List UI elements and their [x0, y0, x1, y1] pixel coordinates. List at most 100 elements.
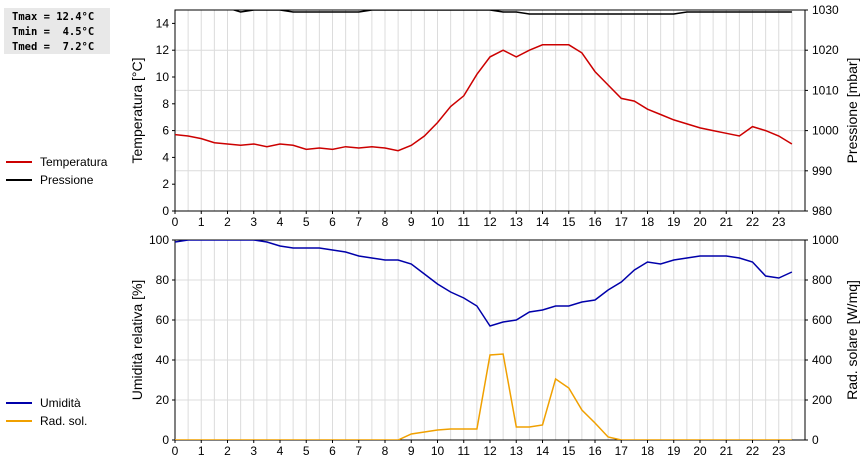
x-tick-label: 15 — [562, 215, 576, 229]
legend-label-umidita: Umidità — [40, 396, 81, 410]
x-tick-label: 5 — [303, 444, 310, 458]
y-tick-label-right: 1010 — [812, 83, 839, 97]
y-tick-label-right: 1020 — [812, 43, 839, 57]
legend-item-temperatura: Temperatura — [6, 153, 107, 171]
legend-swatch-pressione — [6, 179, 32, 181]
series-line-temperatura — [175, 44, 793, 152]
x-tick-label: 2 — [224, 215, 231, 229]
x-tick-label: 2 — [224, 444, 231, 458]
x-tick-label: 16 — [588, 215, 602, 229]
x-tick-label: 18 — [641, 444, 655, 458]
y-tick-label-left: 0 — [162, 204, 169, 218]
x-tick-label: 10 — [431, 215, 445, 229]
x-tick-label: 20 — [693, 215, 707, 229]
x-tick-label: 7 — [355, 215, 362, 229]
x-tick-label: 0 — [172, 215, 179, 229]
x-tick-label: 23 — [772, 444, 786, 458]
x-tick-label: 21 — [720, 444, 734, 458]
y-tick-label-left: 20 — [156, 393, 170, 407]
x-tick-label: 21 — [720, 215, 734, 229]
x-tick-label: 19 — [667, 444, 681, 458]
y-tick-label-left: 0 — [162, 433, 169, 447]
legend-item-umidita: Umidità — [6, 394, 87, 412]
x-tick-label: 9 — [408, 444, 415, 458]
legend-bottom: Umidità Rad. sol. — [6, 394, 87, 430]
x-tick-label: 5 — [303, 215, 310, 229]
x-tick-label: 22 — [746, 444, 760, 458]
y-tick-label-left: 40 — [156, 353, 170, 367]
x-tick-label: 13 — [510, 444, 524, 458]
stat-tmin: Tmin = 4.5°C — [12, 26, 95, 38]
x-tick-label: 22 — [746, 215, 760, 229]
x-tick-label: 12 — [483, 444, 497, 458]
x-tick-label: 4 — [277, 444, 284, 458]
y-tick-label-left: 100 — [149, 233, 169, 247]
x-tick-label: 20 — [693, 444, 707, 458]
y-axis-label-left: Temperatura [°C] — [129, 58, 145, 164]
y-tick-label-right: 980 — [812, 204, 832, 218]
x-tick-label: 14 — [536, 215, 550, 229]
x-tick-label: 1 — [198, 444, 205, 458]
y-tick-label-right: 990 — [812, 164, 832, 178]
x-tick-label: 1 — [198, 215, 205, 229]
y-tick-label-left: 6 — [162, 124, 169, 138]
legend-top: Temperatura Pressione — [6, 153, 107, 189]
x-tick-label: 3 — [250, 215, 257, 229]
legend-label-temperatura: Temperatura — [40, 155, 108, 169]
x-tick-label: 12 — [483, 215, 497, 229]
x-tick-label: 18 — [641, 215, 655, 229]
legend-label-pressione: Pressione — [40, 173, 94, 187]
x-tick-label: 8 — [382, 215, 389, 229]
x-tick-label: 11 — [458, 444, 471, 458]
y-tick-label-left: 60 — [156, 313, 170, 327]
x-tick-label: 23 — [772, 215, 786, 229]
series-line-umidit- — [175, 240, 793, 327]
legend-swatch-rad-sol — [6, 420, 32, 422]
y-tick-label-left: 80 — [156, 273, 170, 287]
x-tick-label: 4 — [277, 215, 284, 229]
y-tick-label-left: 2 — [162, 177, 169, 191]
series-line-pressione — [231, 10, 792, 15]
x-tick-label: 10 — [431, 444, 445, 458]
x-tick-label: 13 — [510, 215, 524, 229]
y-axis-label-left: Umidità relativa [%] — [129, 280, 145, 401]
x-tick-label: 17 — [615, 215, 629, 229]
x-tick-label: 14 — [536, 444, 550, 458]
stat-tmed: Tmed = 7.2°C — [12, 41, 95, 53]
x-tick-label: 11 — [458, 215, 471, 229]
y-tick-label-left: 4 — [162, 150, 169, 164]
y-tick-label-right: 400 — [812, 353, 832, 367]
y-tick-label-right: 1000 — [812, 124, 839, 138]
x-tick-label: 17 — [615, 444, 629, 458]
x-tick-label: 7 — [355, 444, 362, 458]
x-tick-label: 3 — [250, 444, 257, 458]
x-tick-label: 16 — [588, 444, 602, 458]
x-tick-label: 0 — [172, 444, 179, 458]
y-tick-label-right: 1030 — [812, 3, 839, 17]
y-tick-label-right: 600 — [812, 313, 832, 327]
temperature-stats-box: Tmax = 12.4°C Tmin = 4.5°C Tmed = 7.2°C — [4, 8, 110, 54]
y-tick-label-left: 14 — [156, 16, 170, 30]
stat-tmax: Tmax = 12.4°C — [12, 11, 95, 23]
legend-item-rad-sol: Rad. sol. — [6, 412, 87, 430]
legend-label-rad-sol: Rad. sol. — [40, 414, 88, 428]
x-tick-label: 6 — [329, 444, 336, 458]
x-tick-label: 19 — [667, 215, 681, 229]
legend-item-pressione: Pressione — [6, 171, 107, 189]
y-axis-label-right: Rad. solare [W/mq] — [844, 280, 860, 400]
y-axis-label-right: Pressione [mbar] — [844, 58, 860, 164]
x-tick-label: 8 — [382, 444, 389, 458]
x-tick-label: 9 — [408, 215, 415, 229]
x-tick-label: 15 — [562, 444, 576, 458]
y-tick-label-right: 200 — [812, 393, 832, 407]
y-tick-label-right: 800 — [812, 273, 832, 287]
legend-swatch-umidita — [6, 402, 32, 404]
y-tick-label-left: 10 — [156, 70, 170, 84]
y-tick-label-right: 1000 — [812, 233, 839, 247]
legend-swatch-temperatura — [6, 161, 32, 163]
y-tick-label-left: 12 — [156, 43, 170, 57]
series-line-rad-sol- — [175, 353, 792, 440]
y-tick-label-left: 8 — [162, 97, 169, 111]
y-tick-label-right: 0 — [812, 433, 819, 447]
